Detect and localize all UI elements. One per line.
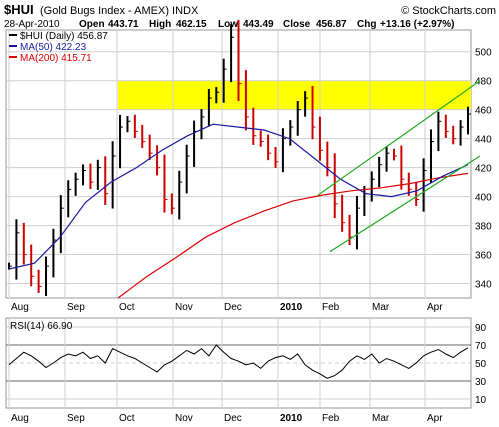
price-x-tick: Nov bbox=[175, 302, 193, 313]
price-y-tick: 340 bbox=[475, 280, 492, 291]
rsi-y-tick: 70 bbox=[475, 341, 487, 352]
watermark: © StockCharts.com bbox=[401, 5, 496, 17]
chg-value: +13.16 (+2.97%) bbox=[380, 19, 455, 30]
rsi-x-tick: Nov bbox=[175, 413, 193, 424]
rsi-x-tick: Oct bbox=[119, 413, 135, 424]
open-value: 443.71 bbox=[108, 19, 139, 30]
price-x-tick: Oct bbox=[119, 302, 135, 313]
rsi-x-tick: Feb bbox=[322, 413, 340, 424]
rsi-y-axis: 10 30 50 70 90 bbox=[475, 323, 487, 406]
rsi-y-tick: 30 bbox=[475, 377, 487, 388]
rsi-gridlines bbox=[6, 318, 471, 408]
rsi-x-tick: 2010 bbox=[280, 413, 303, 424]
symbol-title: $HUI bbox=[4, 2, 34, 17]
price-x-axis: Aug Sep Oct Nov Dec 2010 Feb Mar Apr bbox=[11, 302, 443, 313]
rsi-x-axis: Aug Sep Oct Nov Dec 2010 Feb Mar Apr bbox=[11, 413, 443, 424]
resistance-band bbox=[118, 80, 471, 110]
price-x-tick: Feb bbox=[322, 302, 340, 313]
low-value: 443.49 bbox=[243, 19, 274, 30]
close-value: 456.87 bbox=[316, 19, 347, 30]
price-x-tick: 2010 bbox=[280, 302, 303, 313]
rsi-y-tick: 10 bbox=[475, 395, 487, 406]
legend-swatch-ma200 bbox=[9, 56, 17, 58]
price-y-tick: 460 bbox=[475, 106, 492, 117]
price-y-tick: 400 bbox=[475, 193, 492, 204]
price-y-tick: 440 bbox=[475, 135, 492, 146]
ma50-line bbox=[8, 123, 469, 270]
symbol-name: (Gold Bugs Index - AMEX) INDX bbox=[40, 5, 199, 17]
legend-swatch-price bbox=[9, 34, 17, 36]
rsi-x-tick: Aug bbox=[11, 413, 29, 424]
legend-swatch-ma50 bbox=[9, 45, 17, 47]
price-y-tick: 420 bbox=[475, 164, 492, 175]
lower-channel-line bbox=[329, 155, 481, 253]
price-y-tick: 480 bbox=[475, 77, 492, 88]
price-y-axis: 340 360 380 400 420 440 460 480 500 bbox=[475, 48, 492, 291]
low-label: Low bbox=[218, 19, 238, 30]
upper-channel-line bbox=[317, 80, 481, 196]
rsi-y-tick: 90 bbox=[475, 323, 487, 334]
ma200-line bbox=[117, 172, 469, 299]
price-y-tick: 380 bbox=[475, 222, 492, 233]
high-value: 462.15 bbox=[176, 19, 207, 30]
close-label: Close bbox=[283, 19, 311, 30]
price-legend: $HUI (Daily) 456.87 MA(50) 422.23 MA(200… bbox=[9, 31, 108, 64]
legend-ma50: MA(50) 422.23 bbox=[20, 42, 87, 53]
legend-rsi: RSI(14) 66.90 bbox=[10, 321, 73, 332]
price-x-tick: Dec bbox=[224, 302, 242, 313]
price-x-tick: Mar bbox=[372, 302, 390, 313]
price-x-tick: Apr bbox=[427, 302, 443, 313]
high-label: High bbox=[149, 19, 171, 30]
price-y-tick: 500 bbox=[475, 48, 492, 59]
rsi-x-tick: Mar bbox=[372, 413, 390, 424]
price-x-tick: Aug bbox=[11, 302, 29, 313]
rsi-x-tick: Dec bbox=[224, 413, 242, 424]
open-label: Open bbox=[79, 19, 105, 30]
price-bars bbox=[8, 19, 471, 296]
price-x-tick: Sep bbox=[67, 302, 85, 313]
date-label: 28-Apr-2010 bbox=[4, 19, 60, 30]
legend-ma200: MA(200) 415.71 bbox=[20, 53, 92, 64]
price-y-tick: 360 bbox=[475, 251, 492, 262]
legend-price: $HUI (Daily) 456.87 bbox=[20, 31, 108, 42]
rsi-line bbox=[8, 344, 469, 379]
chg-label: Chg bbox=[357, 19, 376, 30]
rsi-x-tick: Apr bbox=[427, 413, 443, 424]
rsi-x-tick: Sep bbox=[67, 413, 85, 424]
rsi-y-tick: 50 bbox=[475, 359, 487, 370]
